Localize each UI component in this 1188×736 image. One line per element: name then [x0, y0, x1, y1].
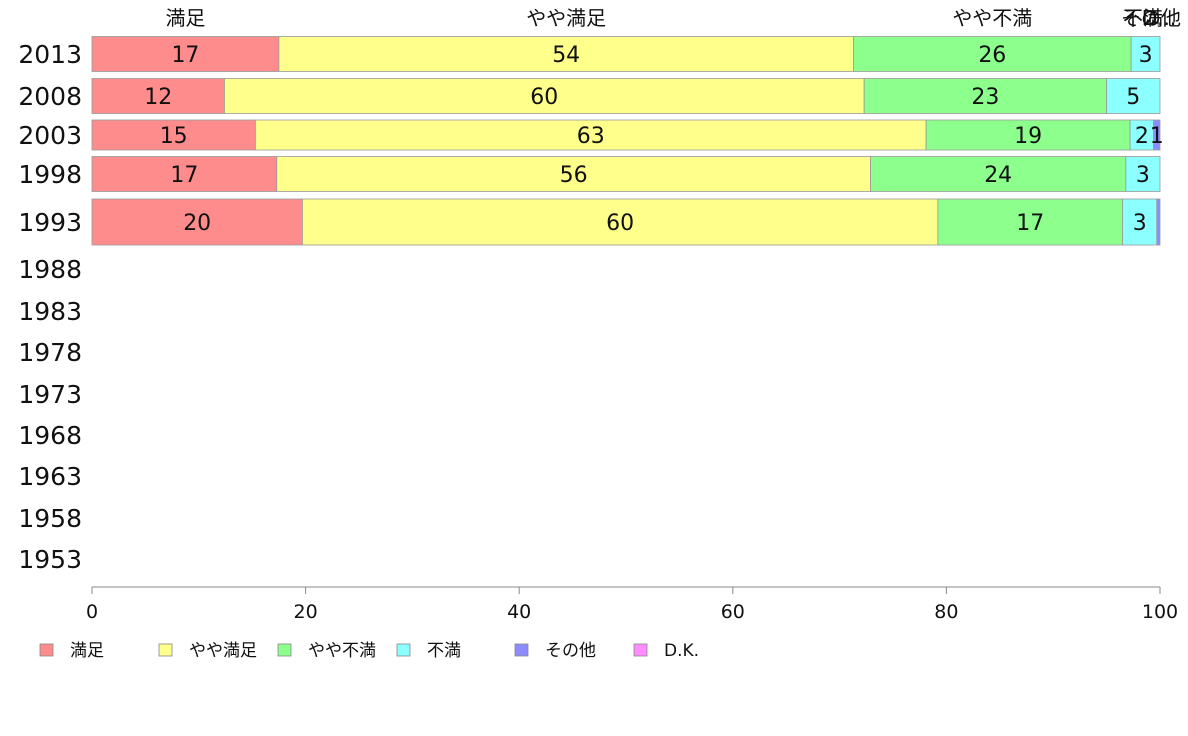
bar-2003-series-1: [255, 119, 927, 151]
bar-1998-series-3: [1125, 156, 1161, 192]
data-label-2013-series-1: 54: [552, 43, 580, 68]
year-label-1998: 1998: [18, 160, 82, 189]
bar-1993-series-2: [937, 198, 1124, 246]
top-label-4: その他: [1121, 6, 1181, 30]
year-label-2008: 2008: [18, 82, 82, 111]
bar-2008-series-2: [863, 78, 1108, 114]
stacked-bars: 17 54 26 3 12 60 23 5 15 63 19 2 1 17 56 24 3 20 60 17 3: [91, 36, 1164, 246]
year-label-1968: 1968: [18, 421, 82, 450]
bar-1993-series-0: [91, 198, 303, 246]
x-tick-label-40: 40: [507, 601, 531, 623]
bar-2013-series-0: [91, 36, 280, 72]
legend-label-2: やや不満: [308, 641, 376, 661]
data-label-2008-series-2: 23: [971, 85, 999, 110]
data-label-1998-series-3: 3: [1136, 163, 1150, 188]
data-label-1993-series-3: 3: [1133, 211, 1147, 236]
year-label-1978: 1978: [18, 338, 82, 367]
legend-swatch-3: [396, 643, 411, 657]
x-tick-label-20: 20: [294, 601, 318, 623]
x-tick-label-60: 60: [721, 601, 745, 623]
legend-swatch-0: [39, 643, 54, 657]
legend-swatch-5: [633, 643, 648, 657]
top-label-3: 不満: [1123, 6, 1163, 30]
data-label-1998-series-1: 56: [560, 163, 588, 188]
top-label-5: D...: [1142, 6, 1176, 30]
x-axis: 0 20 40 60 80 100: [86, 586, 1178, 623]
top-label-2: やや不満: [952, 6, 1032, 30]
year-label-1988: 1988: [18, 255, 82, 284]
top-category-labels: 満足 やや満足 やや不満 不満その他D...: [165, 6, 1181, 30]
x-tick-label-0: 0: [86, 601, 98, 623]
bar-2003-series-2: [925, 119, 1131, 151]
year-label-1983: 1983: [18, 297, 82, 326]
legend: 満足 やや満足 やや不満 不満 その他 D.K.: [39, 641, 699, 661]
data-label-2003-series-3: 2: [1135, 124, 1149, 149]
data-label-2003-series-2: 19: [1014, 124, 1042, 149]
top-label-0: 満足: [165, 6, 205, 30]
year-label-1993: 1993: [18, 208, 82, 237]
bar-2003-series-0: [91, 119, 256, 151]
data-label-2008-series-1: 60: [530, 85, 558, 110]
legend-label-0: 満足: [70, 641, 104, 661]
year-label-1963: 1963: [18, 462, 82, 491]
bar-2008-series-1: [224, 78, 865, 114]
year-axis-labels: 2013 2008 2003 1998 1993 1988 1983 1978 1973 1968…: [18, 40, 82, 574]
data-label-2008-series-0: 12: [144, 85, 172, 110]
x-tick-label-80: 80: [934, 601, 958, 623]
year-label-1958: 1958: [18, 504, 82, 533]
data-label-2003-series-1: 63: [577, 124, 605, 149]
data-label-2013-series-2: 26: [978, 43, 1006, 68]
bar-1993-series-3: [1122, 198, 1158, 246]
legend-label-5: D.K.: [664, 641, 699, 661]
bar-1998-series-1: [276, 156, 871, 192]
data-label-2003-series-0: 15: [160, 124, 188, 149]
data-label-1998-series-2: 24: [984, 163, 1012, 188]
bar-2003-series-4: [1153, 119, 1161, 151]
data-label-1998-series-0: 17: [170, 163, 198, 188]
bar-2013-series-3: [1130, 36, 1161, 72]
x-tick-label-100: 100: [1142, 601, 1178, 623]
year-label-1973: 1973: [18, 380, 82, 409]
bar-2008-series-0: [91, 78, 225, 114]
legend-swatch-4: [514, 643, 529, 657]
bar-1998-series-0: [91, 156, 278, 192]
data-label-1993-series-1: 60: [606, 211, 634, 236]
legend-label-4: その他: [545, 641, 596, 661]
data-label-1993-series-2: 17: [1016, 211, 1044, 236]
data-label-2013-series-0: 17: [171, 43, 199, 68]
data-label-2003-series-4: 1: [1150, 124, 1164, 149]
year-label-2013: 2013: [18, 40, 82, 69]
data-label-1993-series-0: 20: [183, 211, 211, 236]
legend-label-1: やや満足: [189, 641, 257, 661]
year-label-1953: 1953: [18, 545, 82, 574]
legend-swatch-2: [277, 643, 292, 657]
bar-1993-series-4: [1156, 198, 1161, 246]
bar-1998-series-2: [870, 156, 1127, 192]
data-label-2013-series-3: 3: [1139, 43, 1153, 68]
legend-label-3: 不満: [427, 641, 461, 661]
legend-swatch-1: [158, 643, 173, 657]
top-label-1: やや満足: [526, 6, 606, 30]
data-label-2008-series-3: 5: [1126, 85, 1140, 110]
year-label-2003: 2003: [18, 121, 82, 150]
bar-2008-series-3: [1106, 78, 1161, 114]
